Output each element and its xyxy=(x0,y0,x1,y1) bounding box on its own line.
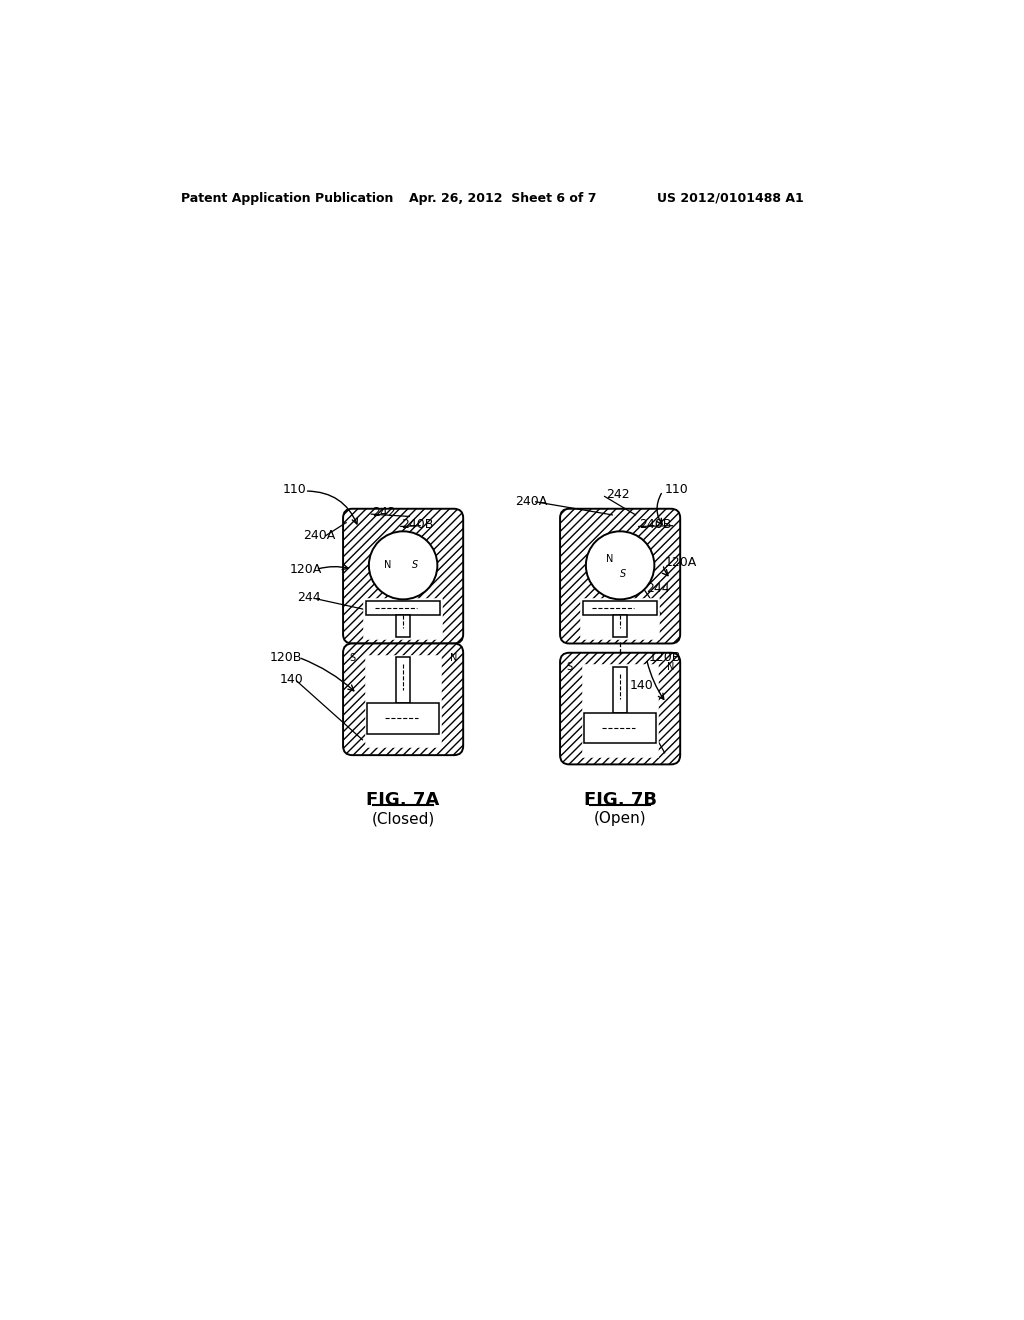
Text: N: N xyxy=(667,663,674,672)
Text: Apr. 26, 2012  Sheet 6 of 7: Apr. 26, 2012 Sheet 6 of 7 xyxy=(409,191,596,205)
Text: 110: 110 xyxy=(283,483,307,496)
Bar xyxy=(366,601,440,615)
Bar xyxy=(367,704,439,734)
Text: Patent Application Publication: Patent Application Publication xyxy=(180,191,393,205)
Text: (Open): (Open) xyxy=(594,812,646,826)
Text: (Closed): (Closed) xyxy=(372,812,435,826)
Text: N: N xyxy=(384,561,391,570)
Bar xyxy=(396,615,410,638)
FancyBboxPatch shape xyxy=(560,508,680,644)
Text: S: S xyxy=(412,561,418,570)
Text: N: N xyxy=(450,653,457,663)
Text: S: S xyxy=(349,653,355,663)
Bar xyxy=(584,713,656,743)
Text: 244: 244 xyxy=(297,591,321,603)
Text: 240A: 240A xyxy=(303,529,336,543)
Bar xyxy=(366,656,440,747)
Bar xyxy=(583,601,657,615)
Text: 244: 244 xyxy=(646,582,670,594)
Text: 240B: 240B xyxy=(640,519,672,532)
Bar xyxy=(613,615,627,638)
Text: 242: 242 xyxy=(372,506,395,519)
Text: 242: 242 xyxy=(606,488,630,502)
Bar xyxy=(396,657,410,704)
Text: 110: 110 xyxy=(665,483,689,496)
Text: 120A: 120A xyxy=(665,556,697,569)
Text: S: S xyxy=(621,569,627,579)
Text: 120B: 120B xyxy=(270,651,302,664)
Text: 240B: 240B xyxy=(401,519,434,532)
Text: 120B: 120B xyxy=(649,651,681,664)
Text: N: N xyxy=(606,553,613,564)
Bar xyxy=(365,599,442,639)
Text: FIG. 7A: FIG. 7A xyxy=(367,792,439,809)
Text: 140: 140 xyxy=(630,680,653,693)
Text: S: S xyxy=(566,663,572,672)
FancyBboxPatch shape xyxy=(343,644,463,755)
Text: 120A: 120A xyxy=(289,564,322,576)
Text: 240A: 240A xyxy=(515,495,548,508)
Ellipse shape xyxy=(369,532,437,599)
Text: 140: 140 xyxy=(280,673,304,686)
FancyBboxPatch shape xyxy=(560,653,680,764)
Bar xyxy=(582,599,658,639)
Ellipse shape xyxy=(586,532,654,599)
Text: FIG. 7B: FIG. 7B xyxy=(584,792,656,809)
Bar xyxy=(613,667,627,713)
Bar xyxy=(583,665,657,756)
Text: US 2012/0101488 A1: US 2012/0101488 A1 xyxy=(657,191,804,205)
FancyBboxPatch shape xyxy=(343,508,463,644)
